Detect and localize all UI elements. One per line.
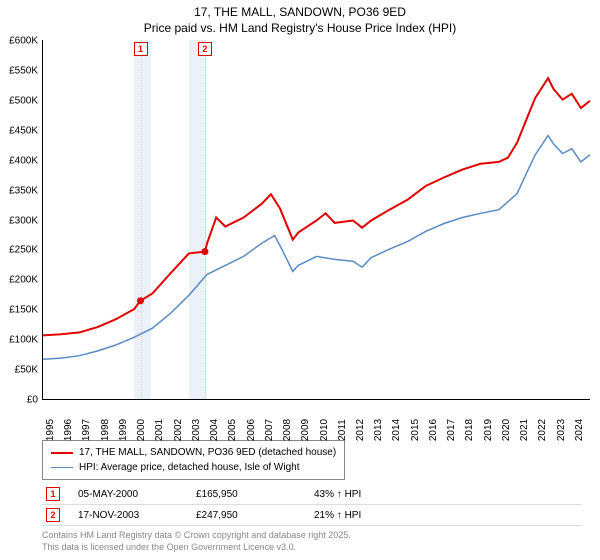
x-axis-tick: 2014 [391,419,402,441]
x-axis-tick: 1999 [118,419,129,441]
y-axis-tick: £400K [0,155,38,166]
x-axis-tick: 2010 [319,419,330,441]
legend: 17, THE MALL, SANDOWN, PO36 9ED (detache… [42,440,345,480]
y-axis-tick: £0 [0,395,38,406]
transaction-row: 1 05-MAY-2000 £165,950 43% ↑ HPI [42,484,582,505]
transaction-row: 2 17-NOV-2003 £247,950 21% ↑ HPI [42,505,582,526]
x-axis-tick: 2015 [410,419,421,441]
transaction-row-marker: 2 [46,508,60,522]
transaction-pct: 43% ↑ HPI [314,489,414,500]
x-axis-tick: 2022 [537,419,548,441]
x-axis-tick: 2017 [446,419,457,441]
legend-item: HPI: Average price, detached house, Isle… [51,460,336,475]
y-axis-tick: £550K [0,65,38,76]
x-axis-tick: 2021 [519,419,530,441]
transaction-date: 05-MAY-2000 [78,489,178,500]
transaction-marker: 2 [198,42,212,56]
x-axis-tick: 2020 [501,419,512,441]
transaction-price: £165,950 [196,489,296,500]
y-axis-tick: £200K [0,275,38,286]
y-axis-tick: £500K [0,95,38,106]
footnote: Contains HM Land Registry data © Crown c… [42,530,351,553]
legend-swatch [51,467,73,468]
x-axis-tick: 2003 [191,419,202,441]
chart-title: 17, THE MALL, SANDOWN, PO36 9ED Price pa… [0,0,600,36]
legend-swatch [51,452,73,454]
x-axis-tick: 2016 [428,419,439,441]
x-axis-tick: 2000 [136,419,147,441]
x-axis-tick: 1997 [81,419,92,441]
chart-lines [43,40,590,399]
transaction-date: 17-NOV-2003 [78,510,178,521]
y-axis-tick: £50K [0,365,38,376]
chart-container: 17, THE MALL, SANDOWN, PO36 9ED Price pa… [0,0,600,560]
x-axis-tick: 2011 [337,419,348,441]
transaction-table: 1 05-MAY-2000 £165,950 43% ↑ HPI 2 17-NOV-200… [42,484,582,526]
x-axis-tick: 1995 [45,419,56,441]
transaction-row-marker: 1 [46,487,60,501]
title-line1: 17, THE MALL, SANDOWN, PO36 9ED [0,4,600,20]
x-axis-tick: 2018 [464,419,475,441]
legend-label: HPI: Average price, detached house, Isle… [79,460,300,475]
x-axis-tick: 2013 [373,419,384,441]
x-axis-tick: 1996 [63,419,74,441]
x-axis-tick: 2008 [282,419,293,441]
y-axis-tick: £300K [0,215,38,226]
y-axis-tick: £100K [0,335,38,346]
series-line [43,136,590,360]
x-axis-tick: 2004 [209,419,220,441]
legend-label: 17, THE MALL, SANDOWN, PO36 9ED (detache… [79,445,336,460]
title-line2: Price paid vs. HM Land Registry's House … [0,20,600,36]
transaction-dot [137,297,144,304]
x-axis-tick: 2005 [227,419,238,441]
y-axis-tick: £150K [0,305,38,316]
x-axis-tick: 2006 [246,419,257,441]
y-axis-tick: £450K [0,125,38,136]
x-axis-tick: 2007 [264,419,275,441]
transaction-price: £247,950 [196,510,296,521]
footnote-line2: This data is licensed under the Open Gov… [42,542,351,554]
x-axis-tick: 2009 [300,419,311,441]
transaction-dot [201,248,208,255]
x-axis-tick: 2024 [574,419,585,441]
y-axis-tick: £250K [0,245,38,256]
plot-area: 12 [42,40,590,400]
y-axis-tick: £600K [0,36,38,47]
series-line [43,78,590,335]
legend-item: 17, THE MALL, SANDOWN, PO36 9ED (detache… [51,445,336,460]
x-axis-tick: 2002 [173,419,184,441]
footnote-line1: Contains HM Land Registry data © Crown c… [42,530,351,542]
x-axis-tick: 2023 [556,419,567,441]
transaction-pct: 21% ↑ HPI [314,510,414,521]
x-axis-tick: 2012 [355,419,366,441]
x-axis-tick: 2019 [483,419,494,441]
y-axis-tick: £350K [0,185,38,196]
x-axis-tick: 2001 [154,419,165,441]
x-axis-tick: 1998 [100,419,111,441]
transaction-marker: 1 [134,42,148,56]
